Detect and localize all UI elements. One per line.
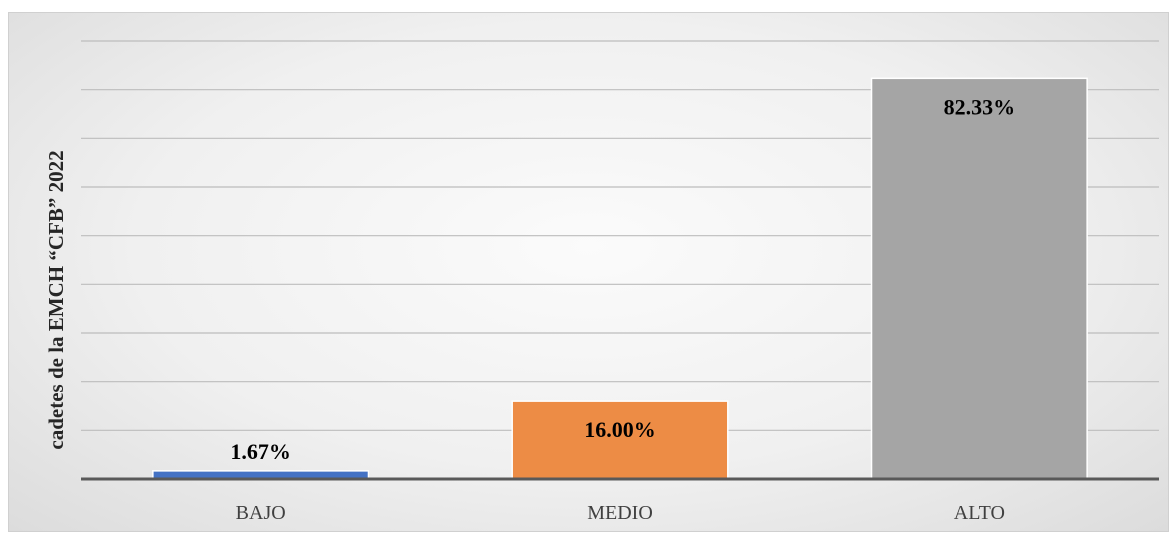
bars bbox=[152, 77, 1088, 480]
bar-alto bbox=[870, 77, 1088, 480]
data-labels: 1.67% 16.00% 82.33% bbox=[230, 94, 1015, 464]
bar-chart: 1.67% 16.00% 82.33% BAJO MEDIO ALTO cadetes … bbox=[44, 40, 1159, 524]
y-axis-title: cadetes de la EMCH “CFB” 2022 bbox=[44, 150, 68, 449]
data-label-alto: 82.33% bbox=[944, 94, 1016, 119]
x-tick-alto: ALTO bbox=[954, 502, 1005, 524]
x-tick-medio: MEDIO bbox=[587, 502, 653, 524]
x-tick-labels: BAJO MEDIO ALTO bbox=[236, 502, 1005, 524]
bar-medio bbox=[511, 400, 729, 480]
x-tick-bajo: BAJO bbox=[236, 502, 286, 524]
data-label-medio: 16.00% bbox=[584, 417, 656, 442]
data-label-bajo: 1.67% bbox=[230, 439, 291, 464]
chart-area: 1.67% 16.00% 82.33% BAJO MEDIO ALTO cadetes … bbox=[8, 12, 1169, 532]
gridlines bbox=[81, 40, 1159, 431]
